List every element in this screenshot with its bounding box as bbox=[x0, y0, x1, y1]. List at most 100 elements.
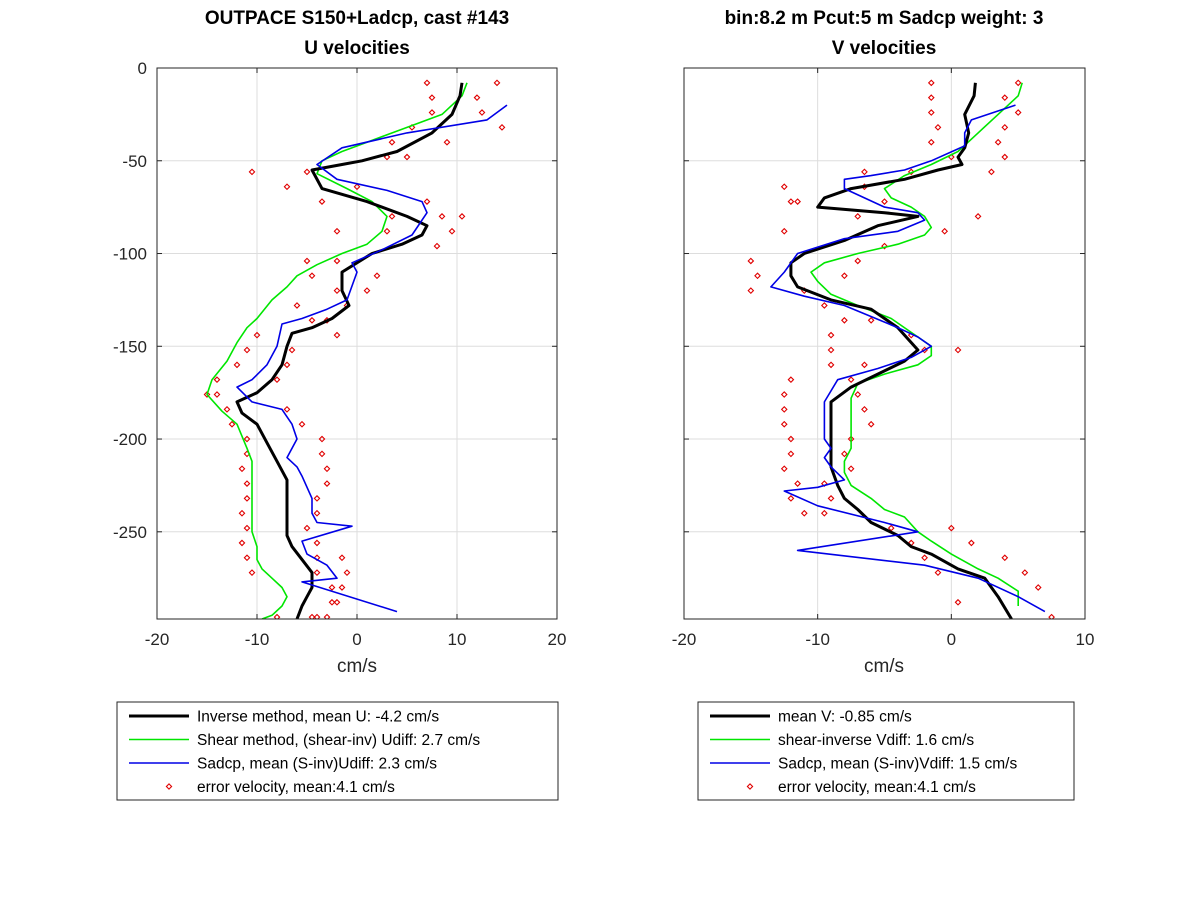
v-error-marker bbox=[907, 168, 915, 176]
v-error-marker bbox=[787, 198, 795, 205]
u-error-marker bbox=[318, 435, 326, 443]
u-legend: Inverse method, mean U: -4.2 cm/s Shear m… bbox=[116, 701, 559, 801]
u-panel-title: OUTPACE S150+Ladcp, cast #143 bbox=[205, 8, 509, 29]
u-error-marker bbox=[303, 257, 311, 265]
v-error-marker bbox=[934, 569, 942, 576]
u-error-marker bbox=[448, 227, 456, 235]
v-legend-box bbox=[697, 701, 1075, 801]
v-error-marker bbox=[927, 79, 935, 87]
v-error-marker bbox=[974, 213, 982, 220]
u-error-marker bbox=[248, 168, 256, 176]
u-error-marker bbox=[308, 316, 316, 324]
u-panel-subtitle: U velocities bbox=[304, 38, 410, 59]
u-error-marker bbox=[223, 405, 231, 413]
v-x-tick-label: 0 bbox=[947, 630, 956, 649]
u-error-marker bbox=[243, 495, 251, 502]
u-error-marker bbox=[308, 613, 316, 619]
u-error-marker bbox=[253, 331, 261, 339]
u-error-marker bbox=[338, 584, 346, 591]
v-x-tick-label: -10 bbox=[805, 630, 830, 649]
u-error-marker bbox=[438, 213, 446, 220]
v-legend-label: Sadcp, mean (S-inv)Vdiff: 1.5 cm/s bbox=[778, 756, 1017, 773]
v-x-axis-label: cm/s bbox=[864, 656, 904, 677]
v-panel-subtitle: V velocities bbox=[832, 38, 937, 59]
u-error-marker bbox=[493, 79, 501, 87]
u-error-marker bbox=[288, 346, 296, 354]
u-velocity-panel: OUTPACE S150+Ladcp, cast #143 U velociti… bbox=[113, 8, 567, 801]
v-error-marker bbox=[854, 257, 862, 265]
v-error-marker bbox=[787, 495, 795, 502]
u-error-marker bbox=[273, 376, 281, 384]
u-error-marker bbox=[338, 554, 346, 562]
v-error-marker bbox=[780, 183, 788, 191]
u-error-marker bbox=[313, 569, 321, 576]
u-legend-item: error velocity, mean:4.1 cm/s bbox=[165, 779, 395, 796]
v-panel-title: bin:8.2 m Pcut:5 m Sadcp weight: 3 bbox=[725, 8, 1044, 29]
u-error-marker bbox=[328, 598, 336, 606]
u-error-marker bbox=[318, 198, 326, 205]
u-legend-label: error velocity, mean:4.1 cm/s bbox=[197, 779, 395, 796]
u-error-marker bbox=[498, 123, 506, 131]
v-legend-label: shear-inverse Vdiff: 1.6 cm/s bbox=[778, 732, 974, 749]
u-legend-item: Inverse method, mean U: -4.2 cm/s bbox=[129, 709, 439, 726]
u-y-tick-label: -150 bbox=[113, 337, 147, 356]
v-error-marker bbox=[881, 242, 888, 250]
u-error-marker bbox=[363, 287, 371, 295]
v-error-marker bbox=[1001, 123, 1009, 131]
u-error-marker bbox=[243, 346, 251, 354]
v-error-marker bbox=[994, 138, 1002, 146]
u-error-marker bbox=[233, 361, 241, 369]
u-error-marker bbox=[323, 480, 331, 487]
u-error-marker bbox=[213, 376, 221, 384]
v-error-marker bbox=[927, 94, 935, 102]
v-error-marker bbox=[754, 272, 761, 280]
v-error-marker bbox=[941, 227, 949, 235]
u-error-marker bbox=[473, 94, 481, 102]
u-error-marker bbox=[303, 168, 311, 176]
v-error-marker bbox=[780, 420, 788, 428]
v-error-marker bbox=[861, 405, 868, 413]
v-error-marker bbox=[968, 539, 975, 547]
v-error-marker bbox=[827, 346, 835, 354]
u-error-marker bbox=[458, 213, 466, 220]
u-y-tick-label: -50 bbox=[122, 152, 147, 171]
u-error-marker bbox=[423, 79, 431, 87]
u-error-marker bbox=[248, 569, 256, 576]
v-sadcp-line bbox=[770, 104, 1046, 613]
u-x-tick-label: -20 bbox=[145, 630, 170, 649]
u-error-marker bbox=[293, 302, 301, 309]
u-x-tick-label: 10 bbox=[448, 630, 467, 649]
u-plot-area bbox=[203, 79, 508, 619]
u-error-velocity-markers bbox=[203, 79, 506, 619]
u-x-tick-label: 20 bbox=[548, 630, 567, 649]
u-error-marker bbox=[428, 109, 436, 116]
u-error-marker bbox=[328, 584, 336, 591]
u-error-marker bbox=[308, 272, 316, 280]
u-error-marker bbox=[303, 524, 311, 532]
u-error-marker bbox=[333, 257, 341, 265]
v-error-marker bbox=[800, 509, 808, 517]
u-y-tick-label: -100 bbox=[113, 245, 147, 264]
u-error-marker bbox=[238, 539, 246, 547]
v-series-group bbox=[747, 79, 1055, 619]
v-x-tick-label: -20 bbox=[672, 630, 697, 649]
v-error-marker bbox=[867, 316, 875, 324]
v-inverse-line bbox=[789, 82, 1013, 619]
u-y-tick-label: -200 bbox=[113, 430, 147, 449]
v-error-marker bbox=[854, 213, 862, 220]
u-error-marker bbox=[373, 272, 381, 280]
v-error-marker bbox=[787, 376, 795, 384]
u-legend-marker bbox=[165, 783, 173, 790]
v-error-marker bbox=[780, 405, 788, 413]
u-error-marker bbox=[313, 495, 321, 502]
u-error-marker bbox=[243, 435, 251, 443]
v-legend-label: mean V: -0.85 cm/s bbox=[778, 709, 912, 726]
v-error-marker bbox=[921, 554, 928, 562]
v-axes-box bbox=[683, 67, 1086, 620]
v-x-tick-label: 10 bbox=[1076, 630, 1095, 649]
v-error-marker bbox=[867, 420, 875, 428]
u-error-marker bbox=[423, 198, 431, 205]
u-error-marker bbox=[433, 242, 441, 250]
v-legend-item: mean V: -0.85 cm/s bbox=[710, 709, 912, 726]
